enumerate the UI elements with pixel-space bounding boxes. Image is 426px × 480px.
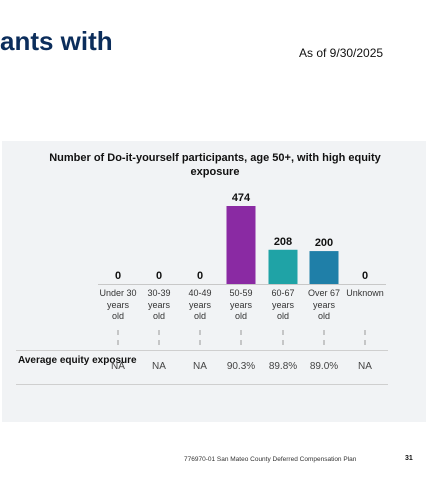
data-label-4: 208 [274,236,292,248]
bar-4 [268,249,298,284]
chart-title: Number of Do-it-yourself participants, a… [49,152,381,178]
category-label-line: old [152,311,165,321]
equity-exposure-value-4: 89.8% [268,361,298,372]
category-label-line: old [276,311,289,321]
category-label-line: years [229,299,252,310]
page-number: 31 [405,455,413,462]
data-label-5: 200 [315,237,333,249]
category-label-2: 40-49 years old [177,288,223,323]
category-label-line: years [271,299,294,310]
category-label-3: 50-59 years old [218,288,264,323]
equity-exposure-value-2: NA [193,361,207,372]
category-label-line: Unknown [346,288,384,298]
category-label-6: Unknown [342,288,388,300]
footer-text: 776970-01 San Mateo County Deferred Comp… [184,456,357,463]
category-label-line: 30-39 [147,288,171,298]
category-label-line: years [147,299,170,310]
equity-exposure-value-1: NA [152,361,166,372]
data-label-3: 474 [232,192,251,204]
category-label-line: old [111,311,124,321]
category-label-line: years [312,299,335,310]
category-label-0: Under 30 years old [95,288,141,323]
category-label-1: 30-39 years old [136,288,182,323]
category-label-line: old [234,311,247,321]
category-label-5: Over 67 years old [301,288,347,323]
category-label-line: old [193,311,206,321]
data-label-2: 0 [197,270,203,282]
as-of-date: As of 9/30/2025 [299,46,384,60]
category-label-line: 60-67 [271,288,295,298]
bar-3 [226,206,256,284]
data-label-6: 0 [362,270,368,282]
equity-exposure-value-0: NA [111,361,125,372]
category-label-line: Over 67 [307,288,340,298]
category-label-line: 50-59 [229,288,253,298]
equity-exposure-value-3: 90.3% [226,361,256,372]
category-label-line: years [106,299,129,310]
category-label-line: Under 30 [99,288,137,298]
equity-exposure-value-6: NA [358,361,372,372]
bar-chart: 0 0 0 474 208 200 0 [16,192,388,385]
page-title-fragment: ants with [0,26,113,56]
data-label-0: 0 [115,270,121,282]
data-label-1: 0 [156,270,162,282]
category-label-4: 60-67 years old [260,288,306,323]
equity-exposure-value-5: 89.0% [309,361,339,372]
bar-5 [309,251,339,284]
category-label-line: old [317,311,330,321]
row-label-average-equity: Average equity exposure [18,355,137,366]
category-label-line: 40-49 [188,288,212,298]
category-label-line: years [188,299,211,310]
chart-panel: Number of Do-it-yourself participants, a… [2,141,426,422]
